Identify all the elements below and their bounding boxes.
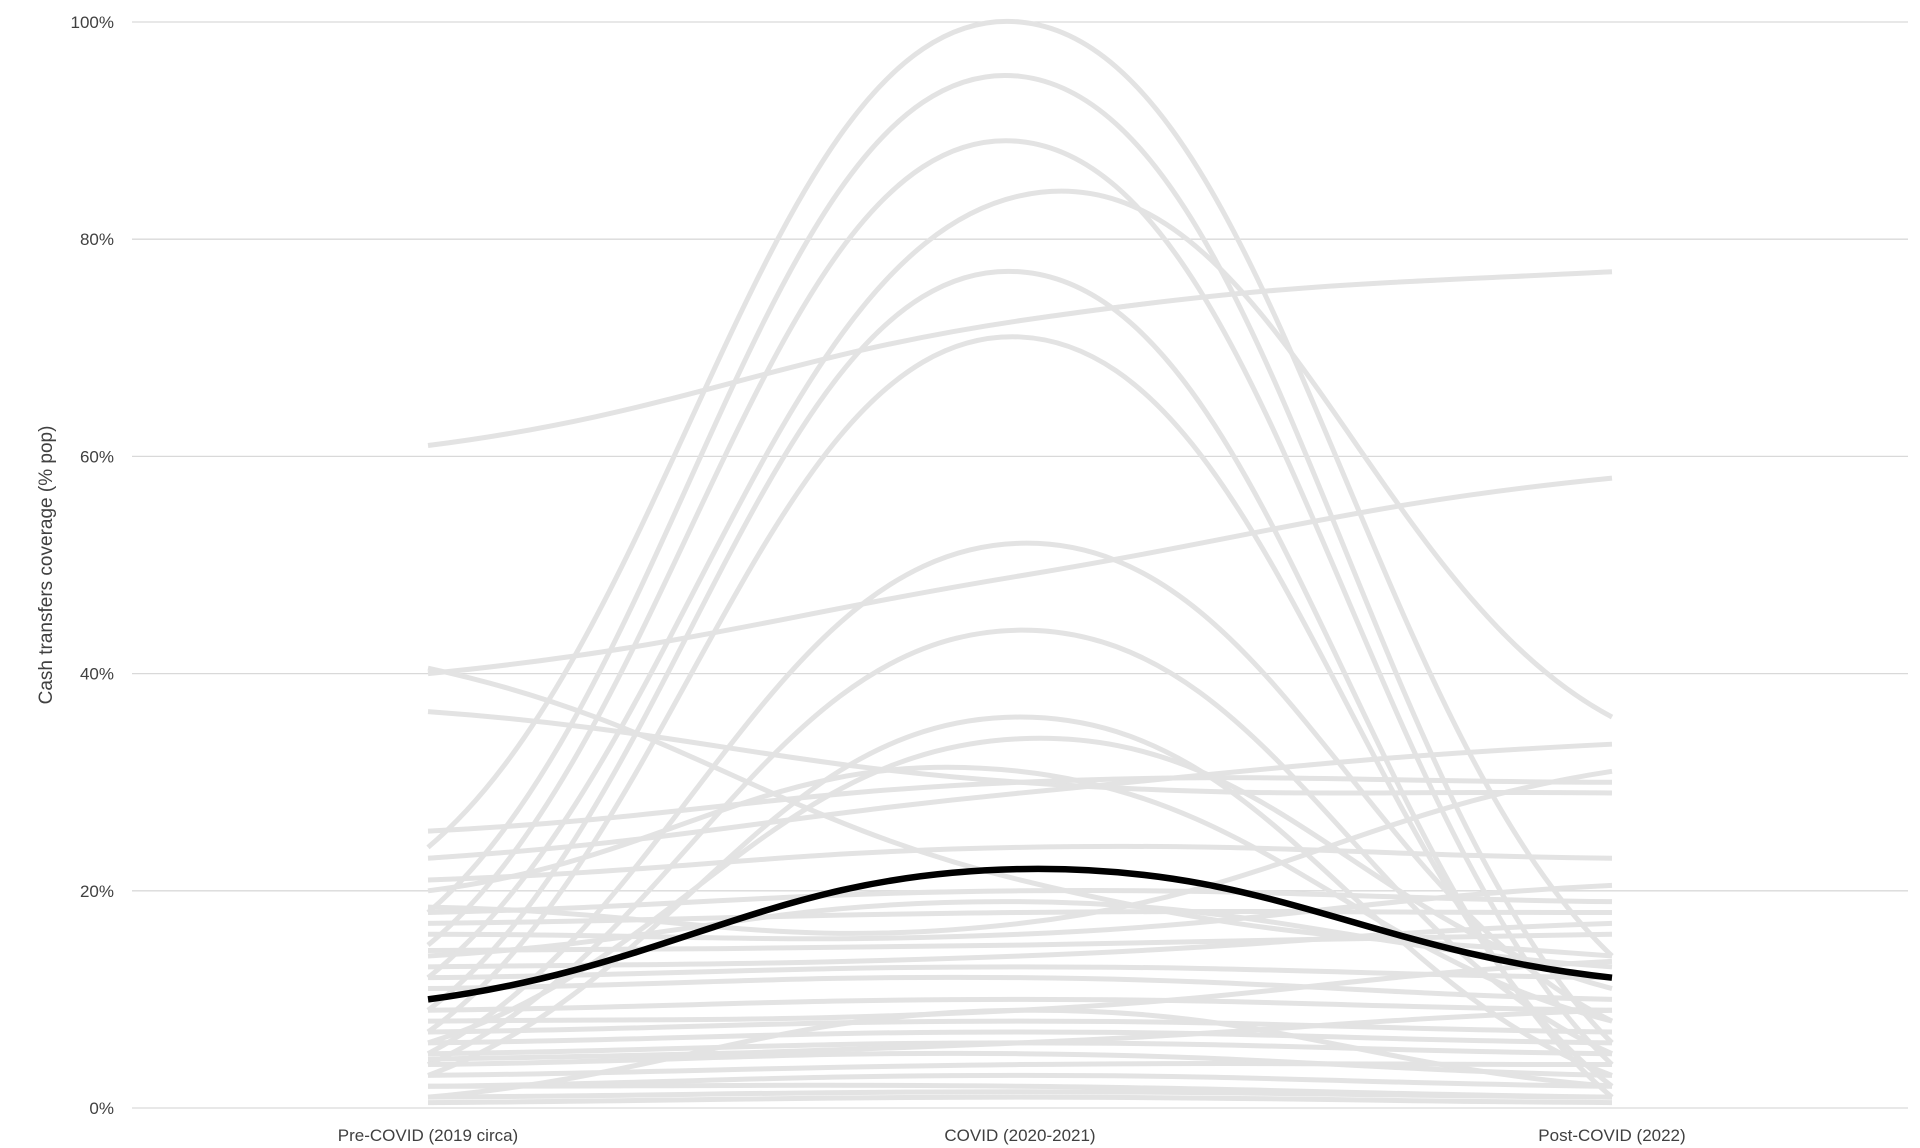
series-line (427, 269, 1613, 449)
x-tick-label: Post-COVID (2022) (1538, 1126, 1685, 1145)
y-tick-label: 80% (80, 230, 114, 249)
y-tick-label: 100% (71, 13, 114, 32)
series-line (427, 1007, 1613, 1100)
series-line (426, 73, 1614, 1045)
series-line (427, 920, 1613, 970)
series-line (427, 843, 1613, 883)
highlight-series-line (427, 865, 1613, 1003)
y-axis-title: Cash transfers coverage (% pop) (36, 426, 57, 705)
series-line (426, 540, 1614, 1056)
series-line (426, 19, 1614, 958)
series-line (427, 899, 1613, 970)
series-line (427, 1094, 1613, 1106)
series-line (427, 887, 1613, 916)
y-tick-label: 0% (89, 1099, 114, 1118)
series-line (426, 269, 1614, 1100)
highlight-series-group (427, 865, 1613, 1003)
series-line (427, 909, 1613, 926)
series-line (427, 1018, 1613, 1035)
series-line (427, 1061, 1613, 1078)
series-line (426, 138, 1614, 1067)
series-line (427, 996, 1613, 1013)
series-line (427, 1089, 1613, 1100)
series-line (427, 974, 1613, 1002)
y-tick-label: 40% (80, 665, 114, 684)
y-tick-label: 20% (80, 882, 114, 901)
y-tick-label: 60% (80, 447, 114, 466)
x-tick-label: COVID (2020-2021) (944, 1126, 1095, 1145)
series-line (426, 188, 1614, 980)
series-line (427, 1007, 1613, 1062)
series-line (427, 1050, 1613, 1078)
series-line (427, 775, 1613, 834)
series-line (427, 475, 1613, 677)
series-line (427, 1029, 1613, 1046)
series-line (427, 1072, 1613, 1089)
x-tick-labels: Pre-COVID (2019 circa) COVID (2020-2021) P… (338, 1126, 1686, 1145)
background-series (426, 19, 1614, 1106)
x-tick-label: Pre-COVID (2019 circa) (338, 1126, 518, 1145)
y-tick-labels: 0% 20% 40% 60% 80% 100% (71, 13, 114, 1118)
